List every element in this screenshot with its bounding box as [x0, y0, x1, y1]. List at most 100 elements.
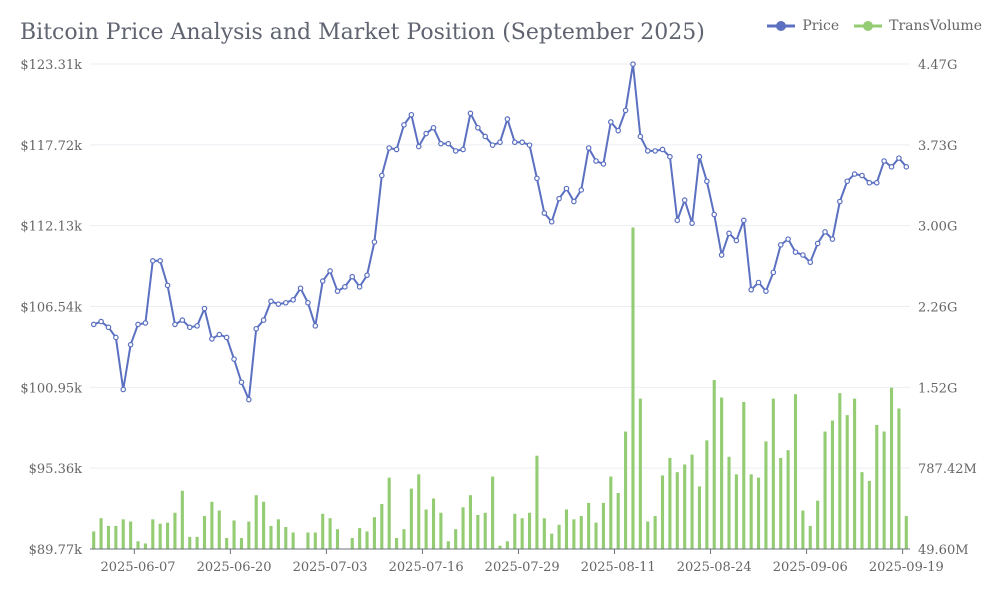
price-point[interactable] [859, 172, 865, 179]
price-point[interactable] [142, 320, 149, 326]
volume-bar[interactable] [313, 532, 317, 549]
volume-bar[interactable] [461, 507, 465, 549]
price-point[interactable] [334, 288, 341, 294]
price-point[interactable] [482, 133, 489, 140]
volume-bar[interactable] [609, 476, 613, 549]
price-point[interactable] [231, 356, 237, 362]
volume-bar[interactable] [188, 536, 192, 549]
price-point[interactable] [90, 321, 97, 328]
price-point[interactable] [718, 252, 725, 258]
volume-bar[interactable] [505, 541, 509, 549]
price-point[interactable] [194, 323, 200, 329]
volume-bar[interactable] [114, 525, 118, 549]
volume-bar[interactable] [284, 527, 288, 549]
price-point[interactable] [386, 145, 392, 151]
price-point[interactable] [829, 236, 836, 242]
volume-bar[interactable] [417, 474, 421, 549]
price-point[interactable] [504, 116, 511, 122]
price-point[interactable] [571, 198, 577, 205]
price-point[interactable] [511, 139, 518, 146]
volume-bar[interactable] [653, 516, 657, 549]
price-point[interactable] [438, 140, 444, 147]
volume-bar[interactable] [594, 522, 598, 549]
price-point[interactable] [748, 286, 754, 293]
price-point[interactable] [615, 127, 621, 134]
price-point[interactable] [534, 175, 540, 182]
price-point[interactable] [305, 299, 311, 306]
volume-bar[interactable] [882, 431, 886, 549]
price-point[interactable] [652, 148, 658, 154]
volume-bar[interactable] [106, 525, 111, 549]
price-point[interactable] [149, 258, 156, 264]
volume-bar[interactable] [402, 529, 406, 549]
volume-bar[interactable] [468, 495, 473, 549]
price-point[interactable] [246, 396, 252, 403]
volume-bar[interactable] [99, 518, 103, 549]
volume-bar[interactable] [601, 502, 605, 549]
price-point[interactable] [837, 198, 843, 205]
volume-bar[interactable] [217, 510, 221, 549]
price-point[interactable] [681, 197, 688, 203]
price-point[interactable] [290, 297, 296, 303]
price-point[interactable] [260, 317, 267, 323]
price-point[interactable] [726, 230, 732, 237]
volume-bar[interactable] [712, 379, 716, 549]
price-point[interactable] [593, 158, 599, 164]
price-point[interactable] [563, 185, 570, 192]
price-point[interactable] [445, 140, 452, 147]
price-point[interactable] [135, 321, 141, 328]
price-point[interactable] [253, 325, 260, 332]
volume-bar[interactable] [454, 529, 458, 549]
volume-bar[interactable] [328, 518, 332, 549]
volume-bar[interactable] [587, 502, 591, 549]
price-point[interactable] [637, 133, 644, 140]
volume-bar[interactable] [838, 393, 842, 549]
price-point[interactable] [282, 299, 289, 306]
price-point[interactable] [548, 218, 555, 225]
volume-bar[interactable] [409, 488, 413, 549]
price-point[interactable] [364, 272, 370, 279]
price-point[interactable] [98, 318, 104, 325]
volume-bar[interactable] [483, 512, 487, 549]
volume-bar[interactable] [771, 398, 775, 549]
price-point[interactable] [489, 142, 496, 148]
price-point[interactable] [452, 148, 459, 154]
price-point[interactable] [342, 284, 348, 290]
price-point[interactable] [630, 61, 636, 67]
volume-bar[interactable] [779, 457, 783, 549]
volume-bar[interactable] [195, 536, 199, 549]
volume-bar[interactable] [254, 495, 258, 549]
price-point[interactable] [393, 146, 400, 153]
volume-bar[interactable] [498, 545, 502, 549]
volume-bar[interactable] [845, 415, 849, 549]
volume-bar[interactable] [92, 531, 96, 549]
volume-bar[interactable] [808, 525, 812, 549]
volume-bar[interactable] [476, 514, 480, 549]
volume-bar[interactable] [395, 537, 399, 549]
volume-bar[interactable] [335, 529, 340, 549]
volume-bar[interactable] [431, 498, 436, 549]
price-point[interactable] [186, 324, 193, 331]
legend-item-price[interactable]: Price [766, 18, 839, 34]
price-point[interactable] [644, 148, 651, 154]
volume-bar[interactable] [816, 500, 820, 549]
price-point[interactable] [763, 288, 769, 294]
price-point[interactable] [423, 130, 429, 137]
price-point[interactable] [755, 279, 762, 286]
price-point[interactable] [733, 237, 740, 244]
volume-bar[interactable] [742, 401, 746, 549]
volume-bar[interactable] [276, 519, 280, 549]
price-point[interactable] [792, 249, 799, 255]
volume-bar[interactable] [638, 398, 642, 549]
volume-bar[interactable] [624, 431, 628, 549]
price-point[interactable] [881, 158, 887, 164]
volume-bar[interactable] [542, 518, 546, 549]
volume-bar[interactable] [683, 464, 687, 549]
price-point[interactable] [209, 336, 215, 342]
price-point[interactable] [164, 282, 171, 289]
price-point[interactable] [415, 143, 422, 150]
volume-bar[interactable] [372, 517, 376, 549]
volume-bar[interactable] [166, 522, 170, 549]
price-point[interactable] [223, 334, 230, 341]
volume-bar[interactable] [136, 541, 140, 549]
